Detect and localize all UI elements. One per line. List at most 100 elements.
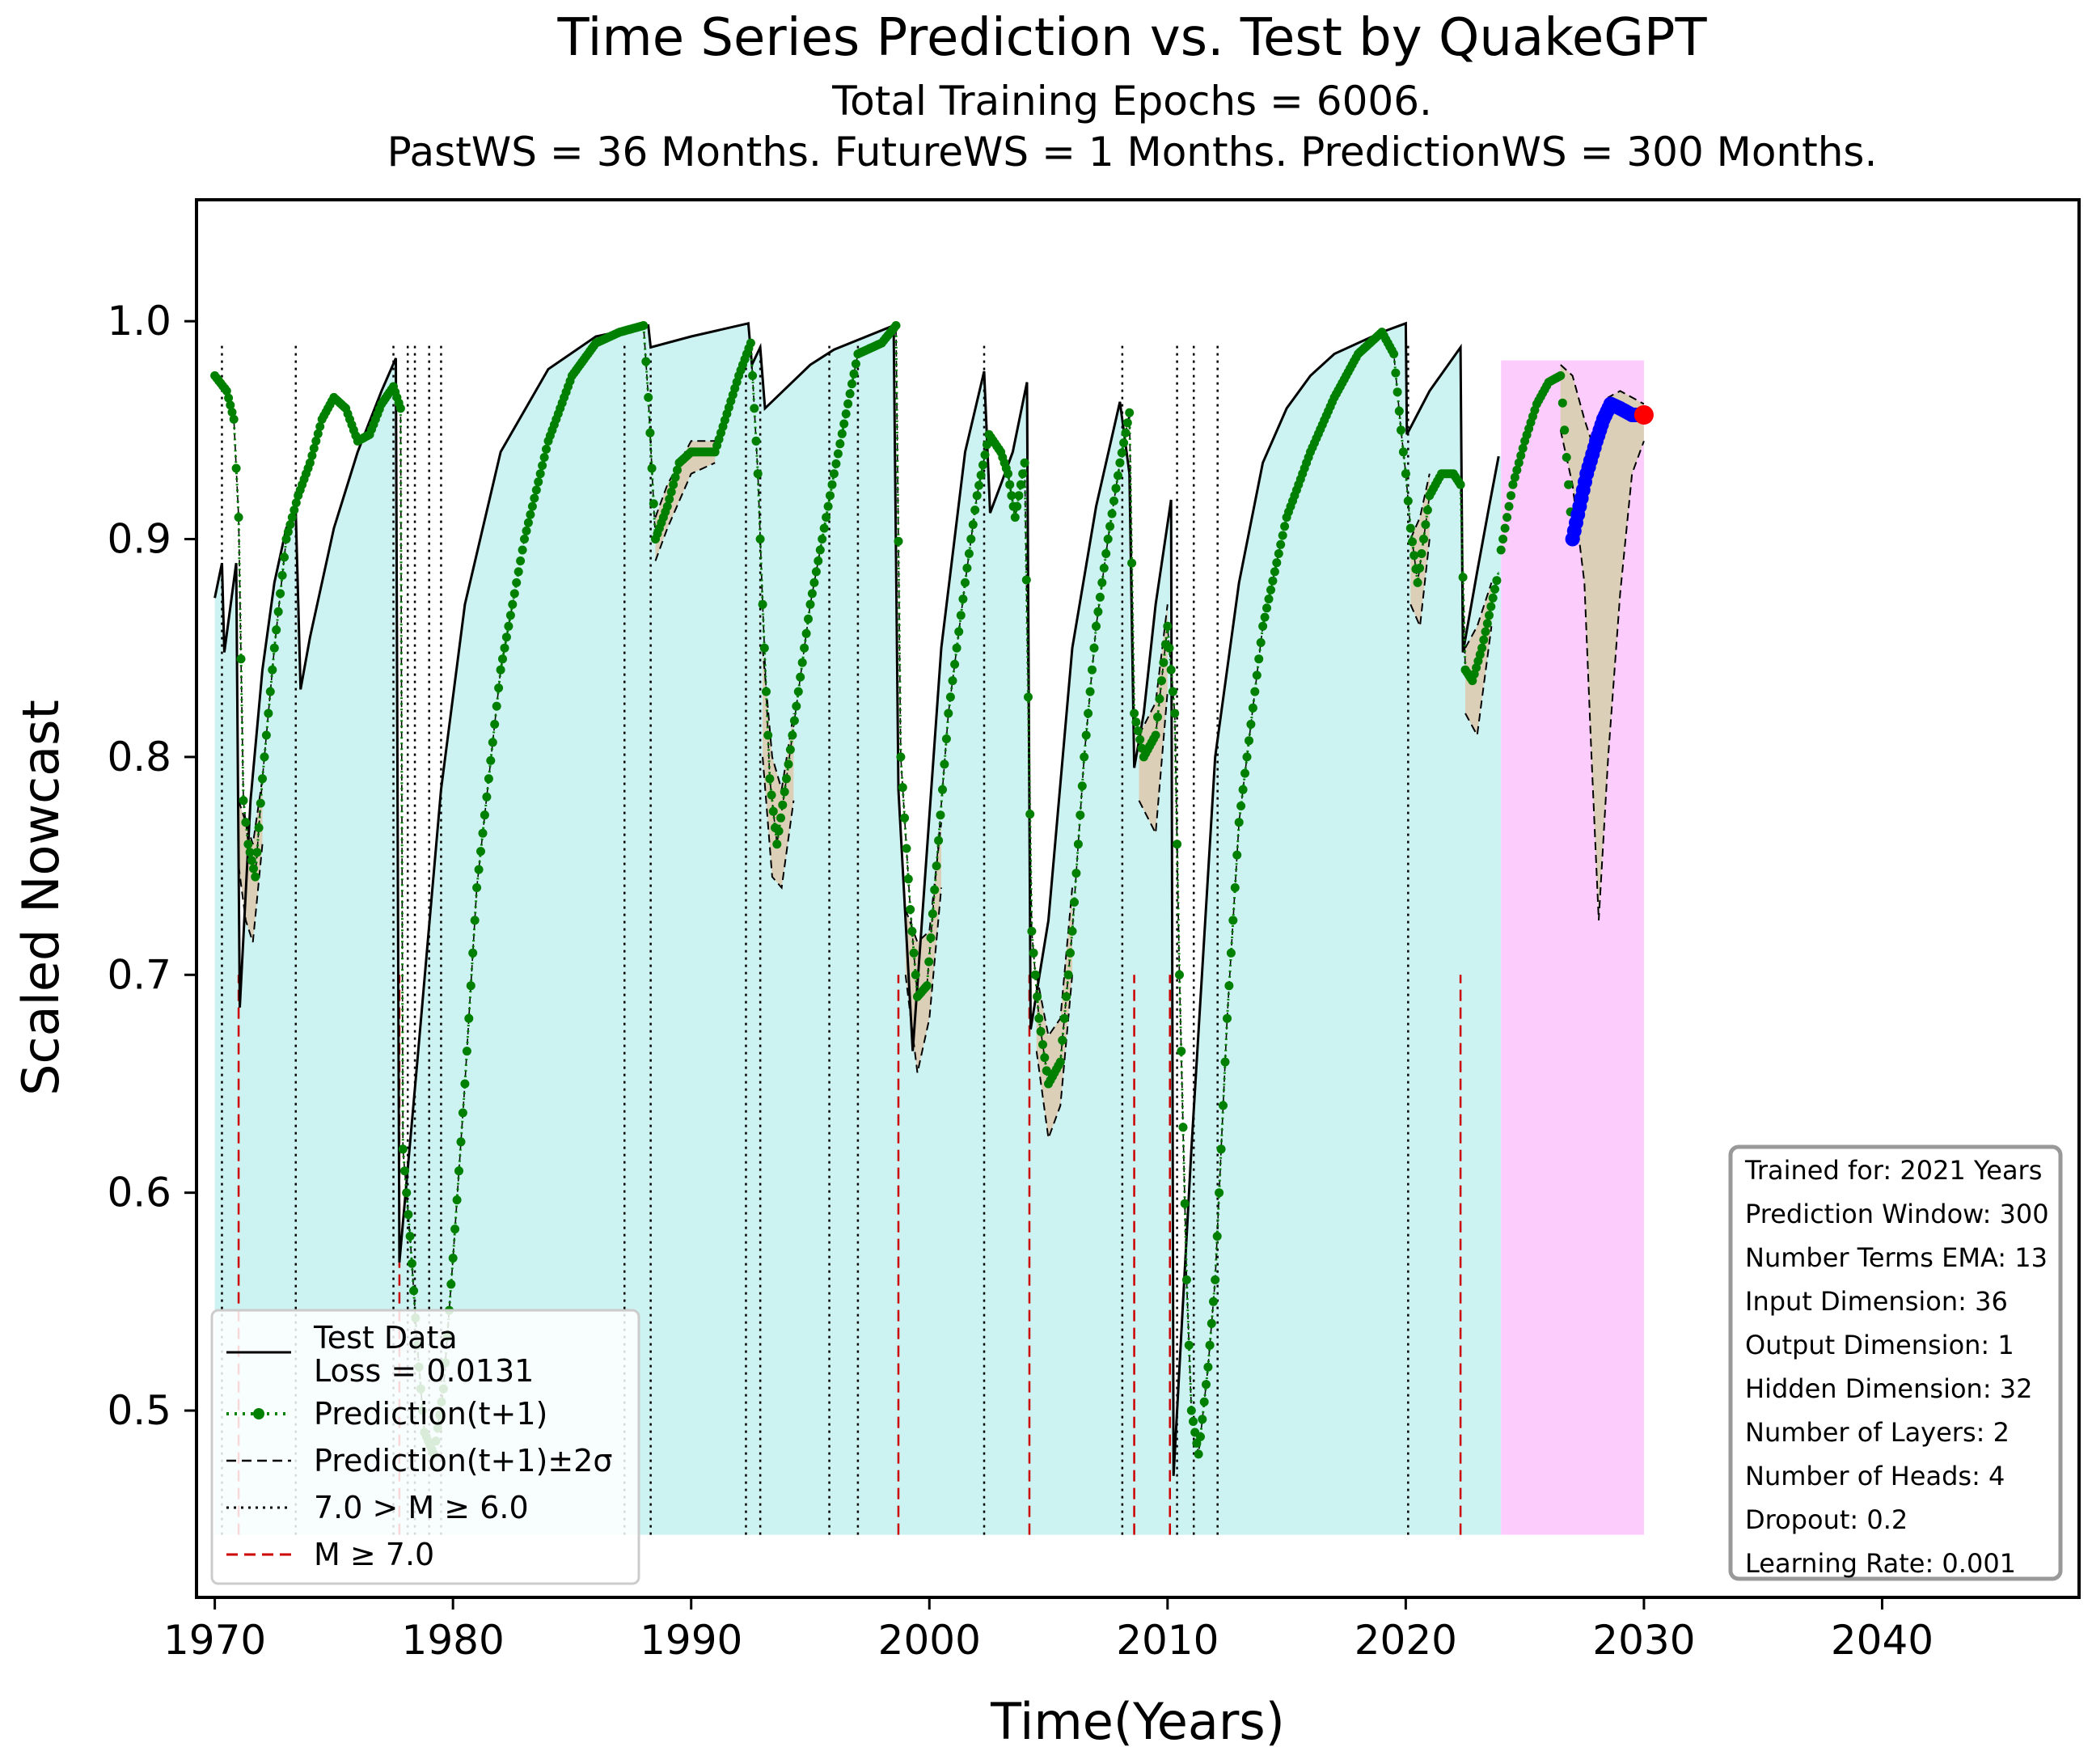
future-green-marker [1556,371,1566,380]
prediction-marker [978,460,987,470]
prediction-marker [268,665,277,675]
prediction-marker [772,840,782,849]
prediction-marker [450,1225,460,1234]
prediction-marker [1256,638,1266,647]
prediction-marker [1394,406,1404,416]
prediction-marker [1389,349,1399,359]
info-line: Output Dimension: 1 [1745,1330,2014,1360]
prediction-marker [932,861,941,871]
prediction-marker [822,513,831,522]
prediction-marker [964,549,974,558]
prediction-marker [226,400,235,410]
prediction-marker [241,818,251,827]
prediction-marker [1109,496,1118,506]
prediction-marker [1236,802,1246,810]
x-tick-label: 2000 [878,1617,981,1664]
prediction-marker [1020,458,1029,467]
prediction-marker [258,774,267,784]
prediction-marker [492,701,501,711]
prediction-marker [245,848,255,857]
prediction-marker [1114,471,1122,480]
prediction-marker [254,823,264,832]
prediction-marker [1250,687,1260,696]
prediction-marker [1168,687,1177,696]
info-line: Trained for: 2021 Years [1744,1155,2042,1186]
prediction-marker [498,654,507,664]
prediction-marker [1055,1057,1065,1067]
prediction-marker [1130,709,1139,718]
prediction-marker [1226,948,1236,958]
prediction-marker [512,577,522,587]
prediction-marker [1036,1026,1046,1036]
prediction-marker [234,513,243,522]
prediction-marker [1163,621,1173,631]
prediction-marker [1479,635,1489,645]
future-green-marker [1496,545,1506,555]
prediction-marker [1202,1380,1211,1390]
prediction-marker [940,759,949,769]
prediction-marker [928,909,937,919]
prediction-marker [911,970,920,979]
legend-label-test-data: Test Data [313,1320,458,1356]
prediction-marker [1260,612,1270,622]
prediction-marker [1080,752,1089,762]
prediction-marker [662,501,672,511]
prediction-marker [961,577,970,587]
prediction-marker [926,933,936,942]
prediction-marker [1005,480,1015,489]
prediction-marker [826,491,835,501]
prediction-marker [950,659,960,669]
prediction-marker [922,981,932,991]
prediction-marker [948,676,957,686]
prediction-marker [1270,567,1279,577]
prediction-marker [831,459,841,468]
prediction-marker [265,687,275,696]
prediction-marker [526,510,535,519]
prediction-marker [530,493,539,503]
prediction-marker [958,594,968,604]
prediction-marker [305,458,315,467]
sigma-lower-line [1138,692,1169,836]
prediction-marker [1422,506,1432,515]
prediction-marker [1488,593,1498,603]
prediction-marker [538,461,547,471]
prediction-marker [839,419,849,429]
prediction-marker [276,589,285,599]
prediction-marker [404,1210,413,1220]
prediction-marker [1408,537,1417,547]
prediction-marker [1084,709,1093,718]
sigma-lower-line [1464,626,1493,738]
prediction-marker [903,874,913,884]
prediction-marker [1482,619,1492,628]
prediction-marker [1122,418,1132,428]
prediction-marker [793,687,803,696]
prediction-marker [792,701,801,711]
prediction-marker [1071,869,1081,878]
prediction-marker [1133,726,1143,736]
prediction-marker [402,1188,412,1198]
prediction-marker [976,471,986,480]
prediction-marker [1073,840,1083,849]
prediction-marker [260,752,269,762]
prediction-marker [829,469,839,479]
prediction-marker [1242,752,1252,762]
prediction-marker [468,948,478,958]
x-tick-label: 2030 [1592,1617,1695,1664]
prediction-marker [956,611,966,620]
prediction-marker [222,386,231,396]
prediction-marker [1063,970,1073,979]
prediction-marker [1258,621,1268,631]
prediction-marker [1211,1275,1220,1284]
prediction-marker [1170,709,1180,718]
prediction-marker [1012,501,1022,511]
prediction-marker [247,856,256,865]
y-axis-label: Scaled Nowcast [11,700,70,1096]
prediction-marker [409,1286,419,1296]
future-green-marker [1507,491,1515,501]
future-green-marker [1516,451,1526,460]
prediction-marker [1016,480,1025,489]
prediction-marker [970,506,980,515]
prediction-marker [1014,491,1024,501]
prediction-marker [1224,981,1234,991]
